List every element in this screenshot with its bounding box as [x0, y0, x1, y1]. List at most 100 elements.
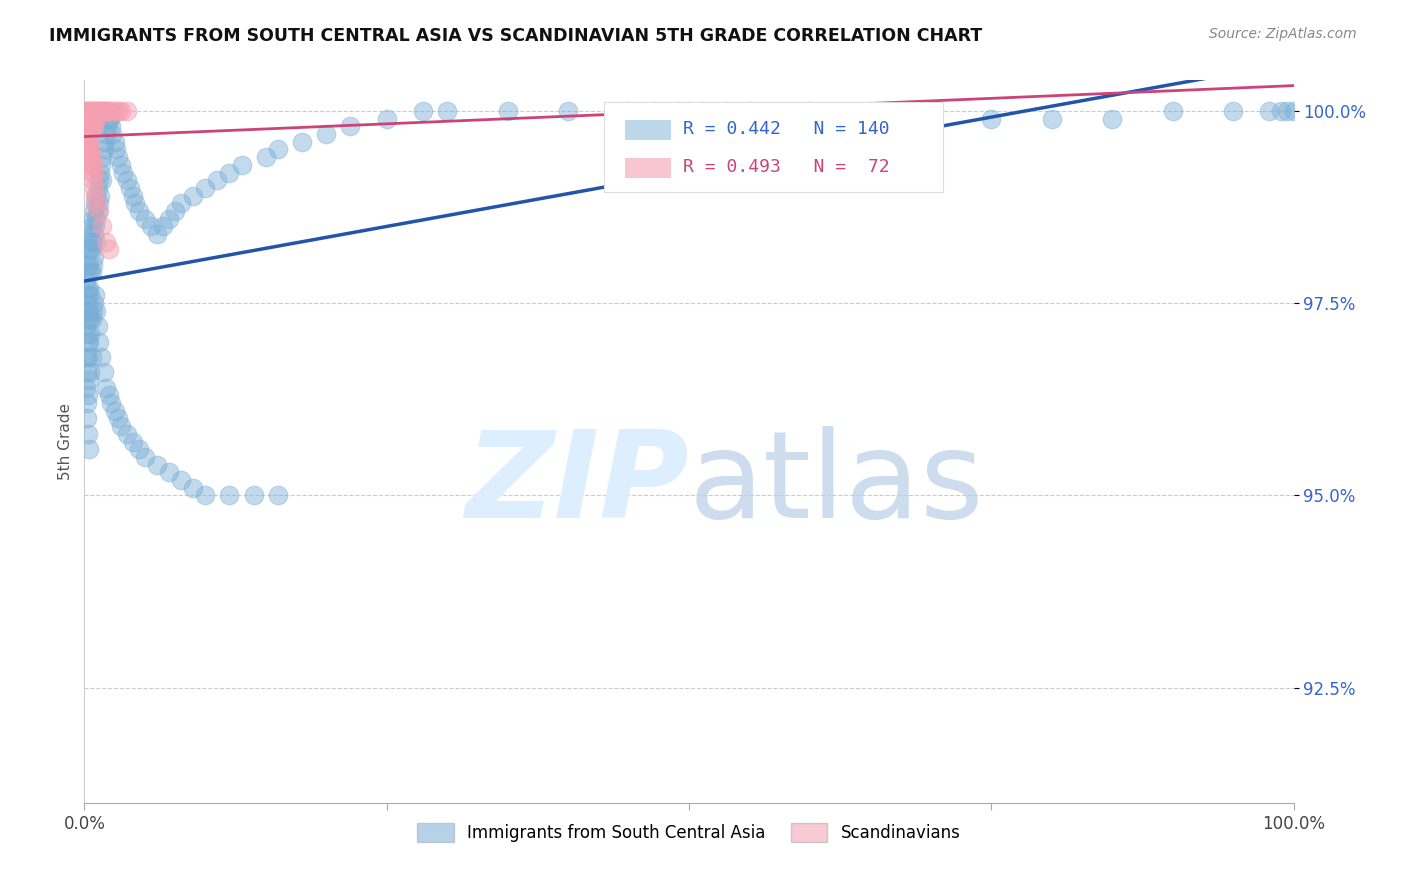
- Point: [83, 120, 105, 134]
- Point: [79, 103, 101, 118]
- Point: [75, 350, 97, 364]
- Point: [146, 458, 169, 472]
- Point: [112, 165, 135, 179]
- Point: [77, 150, 100, 164]
- Text: R = 0.493   N =  72: R = 0.493 N = 72: [683, 158, 890, 176]
- Point: [1270, 103, 1292, 118]
- Point: [82, 112, 104, 126]
- Point: [641, 103, 664, 118]
- Point: [90, 158, 112, 172]
- Point: [90, 103, 112, 118]
- Point: [91, 173, 114, 187]
- Point: [104, 404, 127, 418]
- Point: [267, 488, 290, 502]
- Point: [96, 120, 118, 134]
- Point: [115, 103, 138, 118]
- Point: [104, 103, 127, 118]
- Point: [83, 103, 105, 118]
- Point: [557, 103, 579, 118]
- Point: [496, 103, 519, 118]
- Point: [83, 181, 105, 195]
- Text: atlas: atlas: [689, 426, 984, 543]
- Point: [84, 288, 107, 302]
- FancyBboxPatch shape: [605, 102, 943, 193]
- Point: [1277, 103, 1299, 118]
- Point: [1258, 103, 1281, 118]
- Point: [82, 173, 104, 187]
- Point: [93, 365, 115, 379]
- Point: [79, 243, 101, 257]
- Point: [94, 103, 117, 118]
- Point: [98, 112, 121, 126]
- Point: [678, 103, 700, 118]
- Point: [77, 334, 100, 349]
- Text: ZIP: ZIP: [465, 426, 689, 543]
- Point: [91, 150, 114, 164]
- Point: [84, 219, 107, 234]
- Point: [75, 103, 97, 118]
- Point: [86, 103, 108, 118]
- Point: [86, 196, 108, 211]
- Point: [84, 188, 107, 202]
- Point: [77, 112, 100, 126]
- Point: [82, 120, 104, 134]
- Point: [218, 488, 240, 502]
- Point: [76, 258, 98, 272]
- Point: [104, 143, 127, 157]
- Point: [76, 326, 98, 341]
- Point: [94, 127, 117, 141]
- Point: [87, 103, 110, 118]
- Point: [738, 103, 761, 118]
- Point: [76, 135, 98, 149]
- Point: [412, 103, 434, 118]
- Point: [79, 265, 101, 279]
- Point: [104, 135, 127, 149]
- Point: [231, 158, 253, 172]
- Point: [121, 188, 143, 202]
- Point: [77, 120, 100, 134]
- Point: [91, 103, 114, 118]
- Point: [152, 219, 174, 234]
- Point: [107, 150, 129, 164]
- Point: [170, 196, 193, 211]
- Point: [77, 288, 100, 302]
- Point: [110, 419, 132, 434]
- Point: [77, 350, 100, 364]
- Point: [77, 112, 100, 126]
- Point: [83, 112, 105, 126]
- Point: [86, 235, 108, 249]
- Point: [80, 112, 103, 126]
- Point: [146, 227, 169, 241]
- Point: [97, 388, 120, 402]
- Point: [315, 127, 337, 141]
- Point: [80, 158, 103, 172]
- Point: [76, 396, 98, 410]
- Point: [76, 411, 98, 425]
- FancyBboxPatch shape: [624, 120, 671, 140]
- Point: [115, 173, 138, 187]
- Point: [79, 288, 101, 302]
- Point: [93, 103, 115, 118]
- Point: [94, 103, 117, 118]
- Point: [79, 227, 101, 241]
- Point: [86, 188, 108, 202]
- Point: [110, 103, 132, 118]
- Point: [100, 103, 122, 118]
- Point: [77, 103, 100, 118]
- Point: [89, 165, 111, 179]
- Point: [107, 411, 129, 425]
- Point: [80, 265, 103, 279]
- Point: [134, 450, 156, 464]
- Point: [120, 181, 142, 195]
- Point: [94, 235, 117, 249]
- Point: [75, 381, 97, 395]
- Point: [77, 388, 100, 402]
- Point: [124, 196, 146, 211]
- Point: [94, 381, 117, 395]
- Point: [1040, 112, 1063, 126]
- Point: [690, 103, 713, 118]
- Point: [77, 143, 100, 157]
- Point: [83, 250, 105, 264]
- Point: [77, 258, 100, 272]
- Point: [77, 135, 100, 149]
